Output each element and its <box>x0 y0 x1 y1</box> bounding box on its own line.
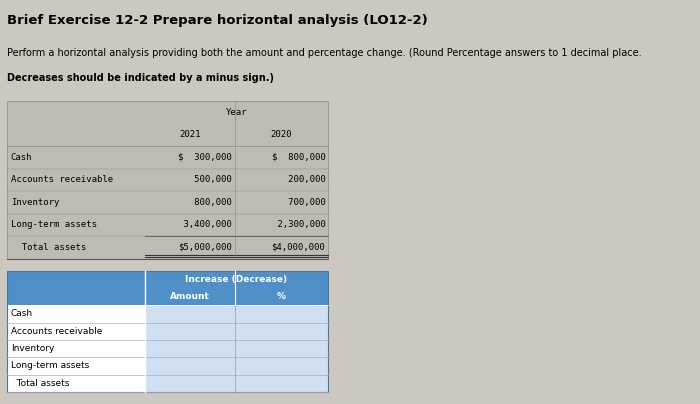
Text: Brief Exercise 12-2 Prepare horizontal analysis (LO12-2): Brief Exercise 12-2 Prepare horizontal a… <box>7 14 428 27</box>
Text: Amount: Amount <box>170 292 210 301</box>
Text: Year: Year <box>225 108 247 117</box>
Text: Accounts receivable: Accounts receivable <box>10 175 113 184</box>
Bar <box>145 375 328 392</box>
Text: %: % <box>276 292 286 301</box>
Text: Cash: Cash <box>10 153 32 162</box>
Text: $4,000,000: $4,000,000 <box>272 243 326 252</box>
Text: Decreases should be indicated by a minus sign.): Decreases should be indicated by a minus… <box>7 73 274 83</box>
Bar <box>7 271 328 305</box>
Text: Perform a horizontal analysis providing both the amount and percentage change. (: Perform a horizontal analysis providing … <box>7 48 642 59</box>
Bar <box>145 323 328 340</box>
Text: Long-term assets: Long-term assets <box>10 220 97 229</box>
Text: Long-term assets: Long-term assets <box>10 362 89 370</box>
Text: Inventory: Inventory <box>10 344 54 353</box>
Text: Total assets: Total assets <box>10 243 86 252</box>
Text: Inventory: Inventory <box>10 198 60 207</box>
Text: 700,000: 700,000 <box>272 198 326 207</box>
Text: 200,000: 200,000 <box>272 175 326 184</box>
Bar <box>145 357 328 375</box>
Text: 500,000: 500,000 <box>178 175 232 184</box>
Text: $  300,000: $ 300,000 <box>178 153 232 162</box>
Bar <box>145 305 328 323</box>
Text: 2,300,000: 2,300,000 <box>272 220 326 229</box>
Text: $  800,000: $ 800,000 <box>272 153 326 162</box>
Text: Cash: Cash <box>10 309 33 318</box>
Text: 2021: 2021 <box>179 130 201 139</box>
Text: 800,000: 800,000 <box>178 198 232 207</box>
Bar <box>145 340 328 357</box>
Text: Accounts receivable: Accounts receivable <box>10 327 102 336</box>
Text: 2020: 2020 <box>270 130 292 139</box>
Text: 3,400,000: 3,400,000 <box>178 220 232 229</box>
Text: $5,000,000: $5,000,000 <box>178 243 232 252</box>
Text: Total assets: Total assets <box>10 379 69 388</box>
Text: Increase (Decrease): Increase (Decrease) <box>186 275 288 284</box>
